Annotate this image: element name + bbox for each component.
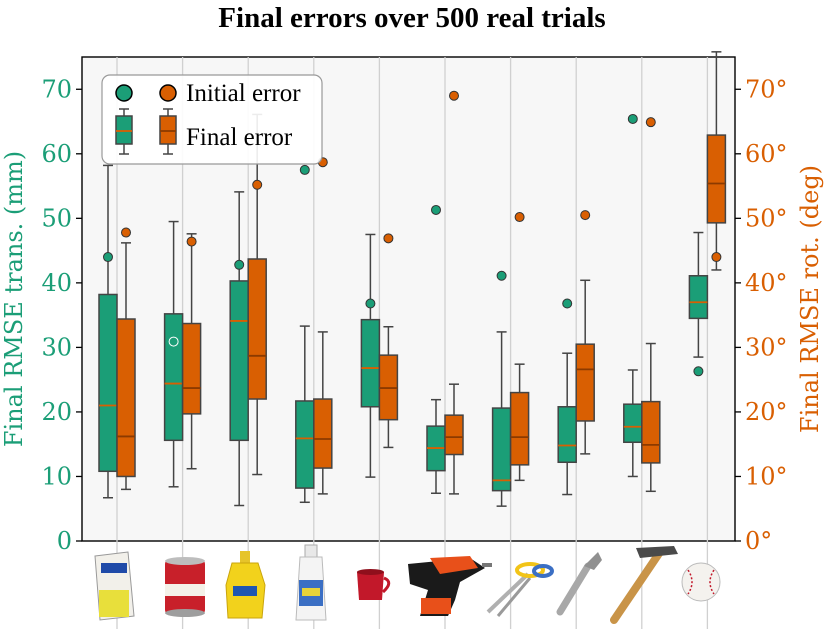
iqr-box [706,134,727,224]
object-images [94,544,721,624]
scissors-image [486,562,554,617]
right-axis-label: Final RMSE rot. (deg) [796,165,824,433]
legend-initial-translation-marker [115,84,133,102]
right-tick-label: 30° [745,333,788,361]
translation-initial-point [234,259,245,270]
rotation-initial-point [645,117,656,128]
right-tick-label: 50° [745,204,788,232]
rotation-initial-point [449,90,459,101]
legend-box [101,74,323,165]
sugar-box-image [94,551,135,621]
bleach-bottle-image [295,544,327,621]
iqr-box [509,391,530,466]
left-axis-label: Final RMSE trans. (mm) [0,151,28,447]
translation-initial-point [299,164,310,175]
translation-box [557,352,577,496]
left-tick-label: 50 [41,204,72,232]
rotation-initial-point [580,210,591,221]
right-y-axis: 0° 10° 20° 30° 40° 50° 60° 70° [735,75,788,555]
legend-final-label: Final error [186,124,293,151]
translation-initial-point [627,113,638,124]
rotation-box [116,242,136,491]
left-tick-label: 10 [41,462,72,490]
iqr-box [557,406,577,464]
right-tick-label: 60° [745,140,788,168]
iqr-box [641,400,661,464]
wrench-image [556,552,602,616]
iqr-box [313,398,333,469]
translation-box [426,398,446,494]
left-tick-label: 0 [57,527,72,555]
translation-initial-point [693,366,704,377]
iqr-box [295,400,315,489]
rotation-box [641,342,661,493]
rotation-box [378,325,399,449]
rotation-box [706,51,727,271]
mustard-bottle-image [225,551,266,619]
rotation-initial-point [711,252,722,263]
translation-initial-point [168,336,179,347]
translation-box [491,331,512,507]
rotation-box [444,383,464,495]
rotation-initial-point [121,227,131,238]
rotation-initial-point [186,236,197,247]
right-tick-label: 70° [745,75,788,103]
rotation-initial-point [383,233,394,244]
translation-initial-point [562,298,573,309]
initial-error-markers [103,90,722,377]
iqr-box [116,318,136,478]
chart-title: Final errors over 500 real trials [218,2,605,34]
iqr-box [491,407,512,492]
legend-final-rotation-marker [159,108,177,155]
left-tick-label: 70 [41,75,72,103]
iqr-box [688,275,709,320]
iqr-box [360,318,381,408]
legend-initial-rotation-marker [159,84,177,102]
rotation-box [509,363,530,482]
left-tick-label: 20 [41,398,72,426]
baseball-image [681,562,721,602]
translation-initial-point [496,270,507,281]
left-tick-label: 40 [41,269,72,297]
rotation-box [313,331,333,495]
legend: Initial error Final error [101,74,323,165]
left-tick-label: 60 [41,140,72,168]
hammer-image [610,546,678,624]
left-y-axis: 0 10 20 30 40 50 60 70 [41,75,82,555]
translation-initial-point [431,204,441,215]
translation-initial-point [103,252,113,263]
box-series [98,51,727,507]
iqr-box [623,403,643,444]
iqr-box [229,280,249,442]
iqr-box [98,293,118,473]
right-tick-label: 0° [745,527,772,555]
rotation-initial-point [252,179,263,190]
soup-can-image [165,557,205,617]
left-tick-label: 30 [41,333,72,361]
rotation-initial-point [514,212,525,223]
translation-box [688,231,709,358]
iqr-box [247,258,267,400]
rotation-box [575,279,595,455]
iqr-box [444,414,464,456]
right-tick-label: 40° [745,269,788,297]
translation-box [229,191,249,507]
iqr-box [163,313,184,442]
right-tick-label: 20° [745,398,788,426]
power-drill-image [408,556,492,616]
legend-final-translation-marker [115,108,133,155]
right-tick-label: 10° [745,462,788,490]
iqr-box [181,322,202,415]
translation-initial-point [365,298,376,309]
mug-image [357,569,391,600]
rotation-box [181,233,202,470]
iqr-box [575,343,595,422]
legend-initial-label: Initial error [186,80,301,107]
